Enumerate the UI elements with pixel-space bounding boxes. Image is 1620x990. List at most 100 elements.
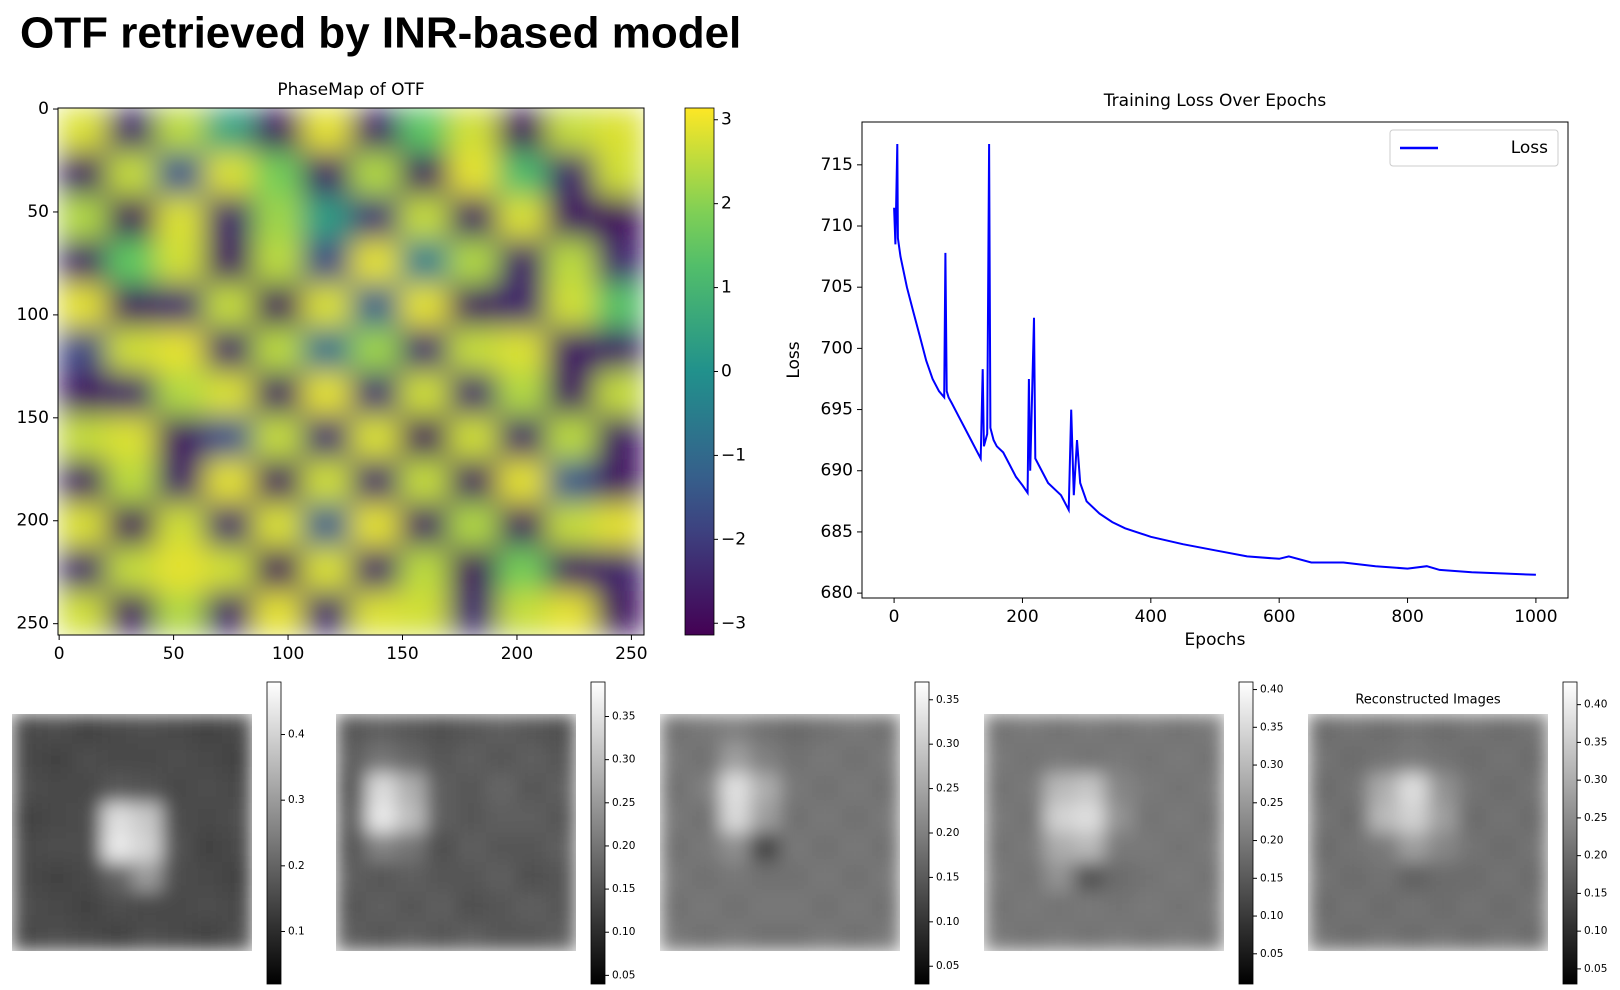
pixel <box>780 773 811 804</box>
pixel <box>448 591 498 636</box>
y-tick-label: 705 <box>821 277 853 297</box>
pixel <box>12 773 43 804</box>
pixel <box>396 743 427 774</box>
pixel <box>155 459 205 504</box>
pixel <box>204 151 254 197</box>
pixel <box>42 714 73 745</box>
colorbar-tick-label: 0.35 <box>1260 721 1283 733</box>
colorbar <box>590 681 606 985</box>
pixel <box>302 108 352 153</box>
pixel <box>1308 921 1339 952</box>
pixel <box>106 327 157 372</box>
pixel <box>192 921 223 952</box>
colorbar-tick-label: −3 <box>721 613 746 633</box>
x-tick-label: 150 <box>386 644 418 664</box>
pixel <box>1308 832 1339 863</box>
pixel <box>1338 773 1369 804</box>
colorbar-tick-label: 0.10 <box>936 916 959 928</box>
colorbar-tick-label: 1 <box>721 278 732 298</box>
pixel <box>448 151 498 197</box>
pixel <box>58 415 108 460</box>
pixel <box>840 802 871 833</box>
pixel <box>690 743 721 774</box>
pixel <box>1014 773 1045 804</box>
y-tick-label: 700 <box>821 338 853 358</box>
pixel <box>58 108 108 153</box>
chart-title: Training Loss Over Epochs <box>1103 91 1327 111</box>
pixel <box>1398 773 1429 804</box>
pixel <box>497 195 547 241</box>
pixel <box>396 773 427 804</box>
pixel <box>1164 862 1195 893</box>
pixel <box>253 108 303 153</box>
pixel <box>42 802 73 833</box>
pixel <box>984 862 1015 893</box>
pixel <box>870 832 901 863</box>
pixel <box>810 891 841 922</box>
pixel <box>102 714 133 745</box>
pixel <box>1458 862 1489 893</box>
pixel <box>222 802 253 833</box>
pixel <box>660 714 691 745</box>
pixel <box>750 891 781 922</box>
colorbar-tick-label: 0.05 <box>612 969 635 981</box>
pixel <box>12 862 43 893</box>
pixel <box>516 802 547 833</box>
colorbar-tick-label: 0.40 <box>1584 699 1607 711</box>
pixel <box>546 371 596 416</box>
pixel <box>497 239 547 285</box>
image <box>660 714 901 952</box>
pixel <box>660 773 691 804</box>
pixel <box>351 195 401 241</box>
pixel <box>1338 921 1369 952</box>
colorbar-tick-label: 0 <box>721 362 732 382</box>
colorbar-tick-label: 0.10 <box>612 926 635 938</box>
pixel <box>351 151 401 197</box>
pixel <box>1368 891 1399 922</box>
pixel <box>448 371 498 416</box>
pixel <box>302 503 352 548</box>
pixel <box>546 921 577 952</box>
pixel <box>595 195 645 241</box>
pixel <box>984 921 1015 952</box>
pixel <box>486 862 517 893</box>
colorbar <box>1562 681 1578 985</box>
pixel <box>1194 773 1225 804</box>
colorbar-tick-label: 0.2 <box>288 860 305 872</box>
pixel <box>222 714 253 745</box>
pixel <box>106 591 157 636</box>
pixel <box>780 891 811 922</box>
pixel <box>780 862 811 893</box>
x-tick-label: 800 <box>1391 607 1423 627</box>
pixel <box>106 239 157 285</box>
pixel <box>750 832 781 863</box>
pixel <box>546 714 577 745</box>
pixel <box>456 743 487 774</box>
pixel <box>336 802 367 833</box>
colorbar-tick-label: 0.30 <box>1260 759 1283 771</box>
pixel <box>448 327 498 372</box>
pixel <box>1428 802 1459 833</box>
pixel <box>366 862 397 893</box>
colorbar-tick-label: −1 <box>721 445 746 465</box>
pixel <box>192 773 223 804</box>
pixel <box>840 773 871 804</box>
pixel <box>1368 714 1399 745</box>
colorbar-tick-label: −2 <box>721 529 746 549</box>
pixel <box>1428 743 1459 774</box>
pixel <box>595 415 645 460</box>
pixel <box>426 802 457 833</box>
pixel <box>102 743 133 774</box>
pixel <box>253 239 303 285</box>
pixel <box>456 891 487 922</box>
pixel <box>302 283 352 329</box>
pixel <box>660 862 691 893</box>
x-tick-label: 400 <box>1135 607 1167 627</box>
x-axis-label: Epochs <box>1185 630 1246 650</box>
pixel <box>595 459 645 504</box>
pixel <box>366 743 397 774</box>
pixel <box>516 891 547 922</box>
pixel <box>106 371 157 416</box>
pixel <box>204 459 254 504</box>
pixel <box>546 862 577 893</box>
